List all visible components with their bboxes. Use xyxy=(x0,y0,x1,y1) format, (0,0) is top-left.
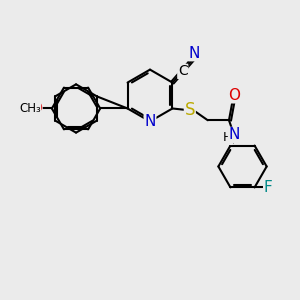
Text: F: F xyxy=(264,180,272,195)
Text: N: N xyxy=(229,128,240,142)
Text: O: O xyxy=(228,88,240,103)
Text: H: H xyxy=(223,131,232,144)
Text: S: S xyxy=(184,101,195,119)
Text: C: C xyxy=(178,64,188,78)
Text: CH₃: CH₃ xyxy=(19,102,41,115)
Text: N: N xyxy=(188,46,200,61)
Text: N: N xyxy=(144,114,156,129)
Text: O: O xyxy=(31,101,42,116)
